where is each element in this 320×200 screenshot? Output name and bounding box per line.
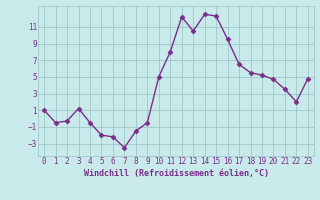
X-axis label: Windchill (Refroidissement éolien,°C): Windchill (Refroidissement éolien,°C) — [84, 169, 268, 178]
